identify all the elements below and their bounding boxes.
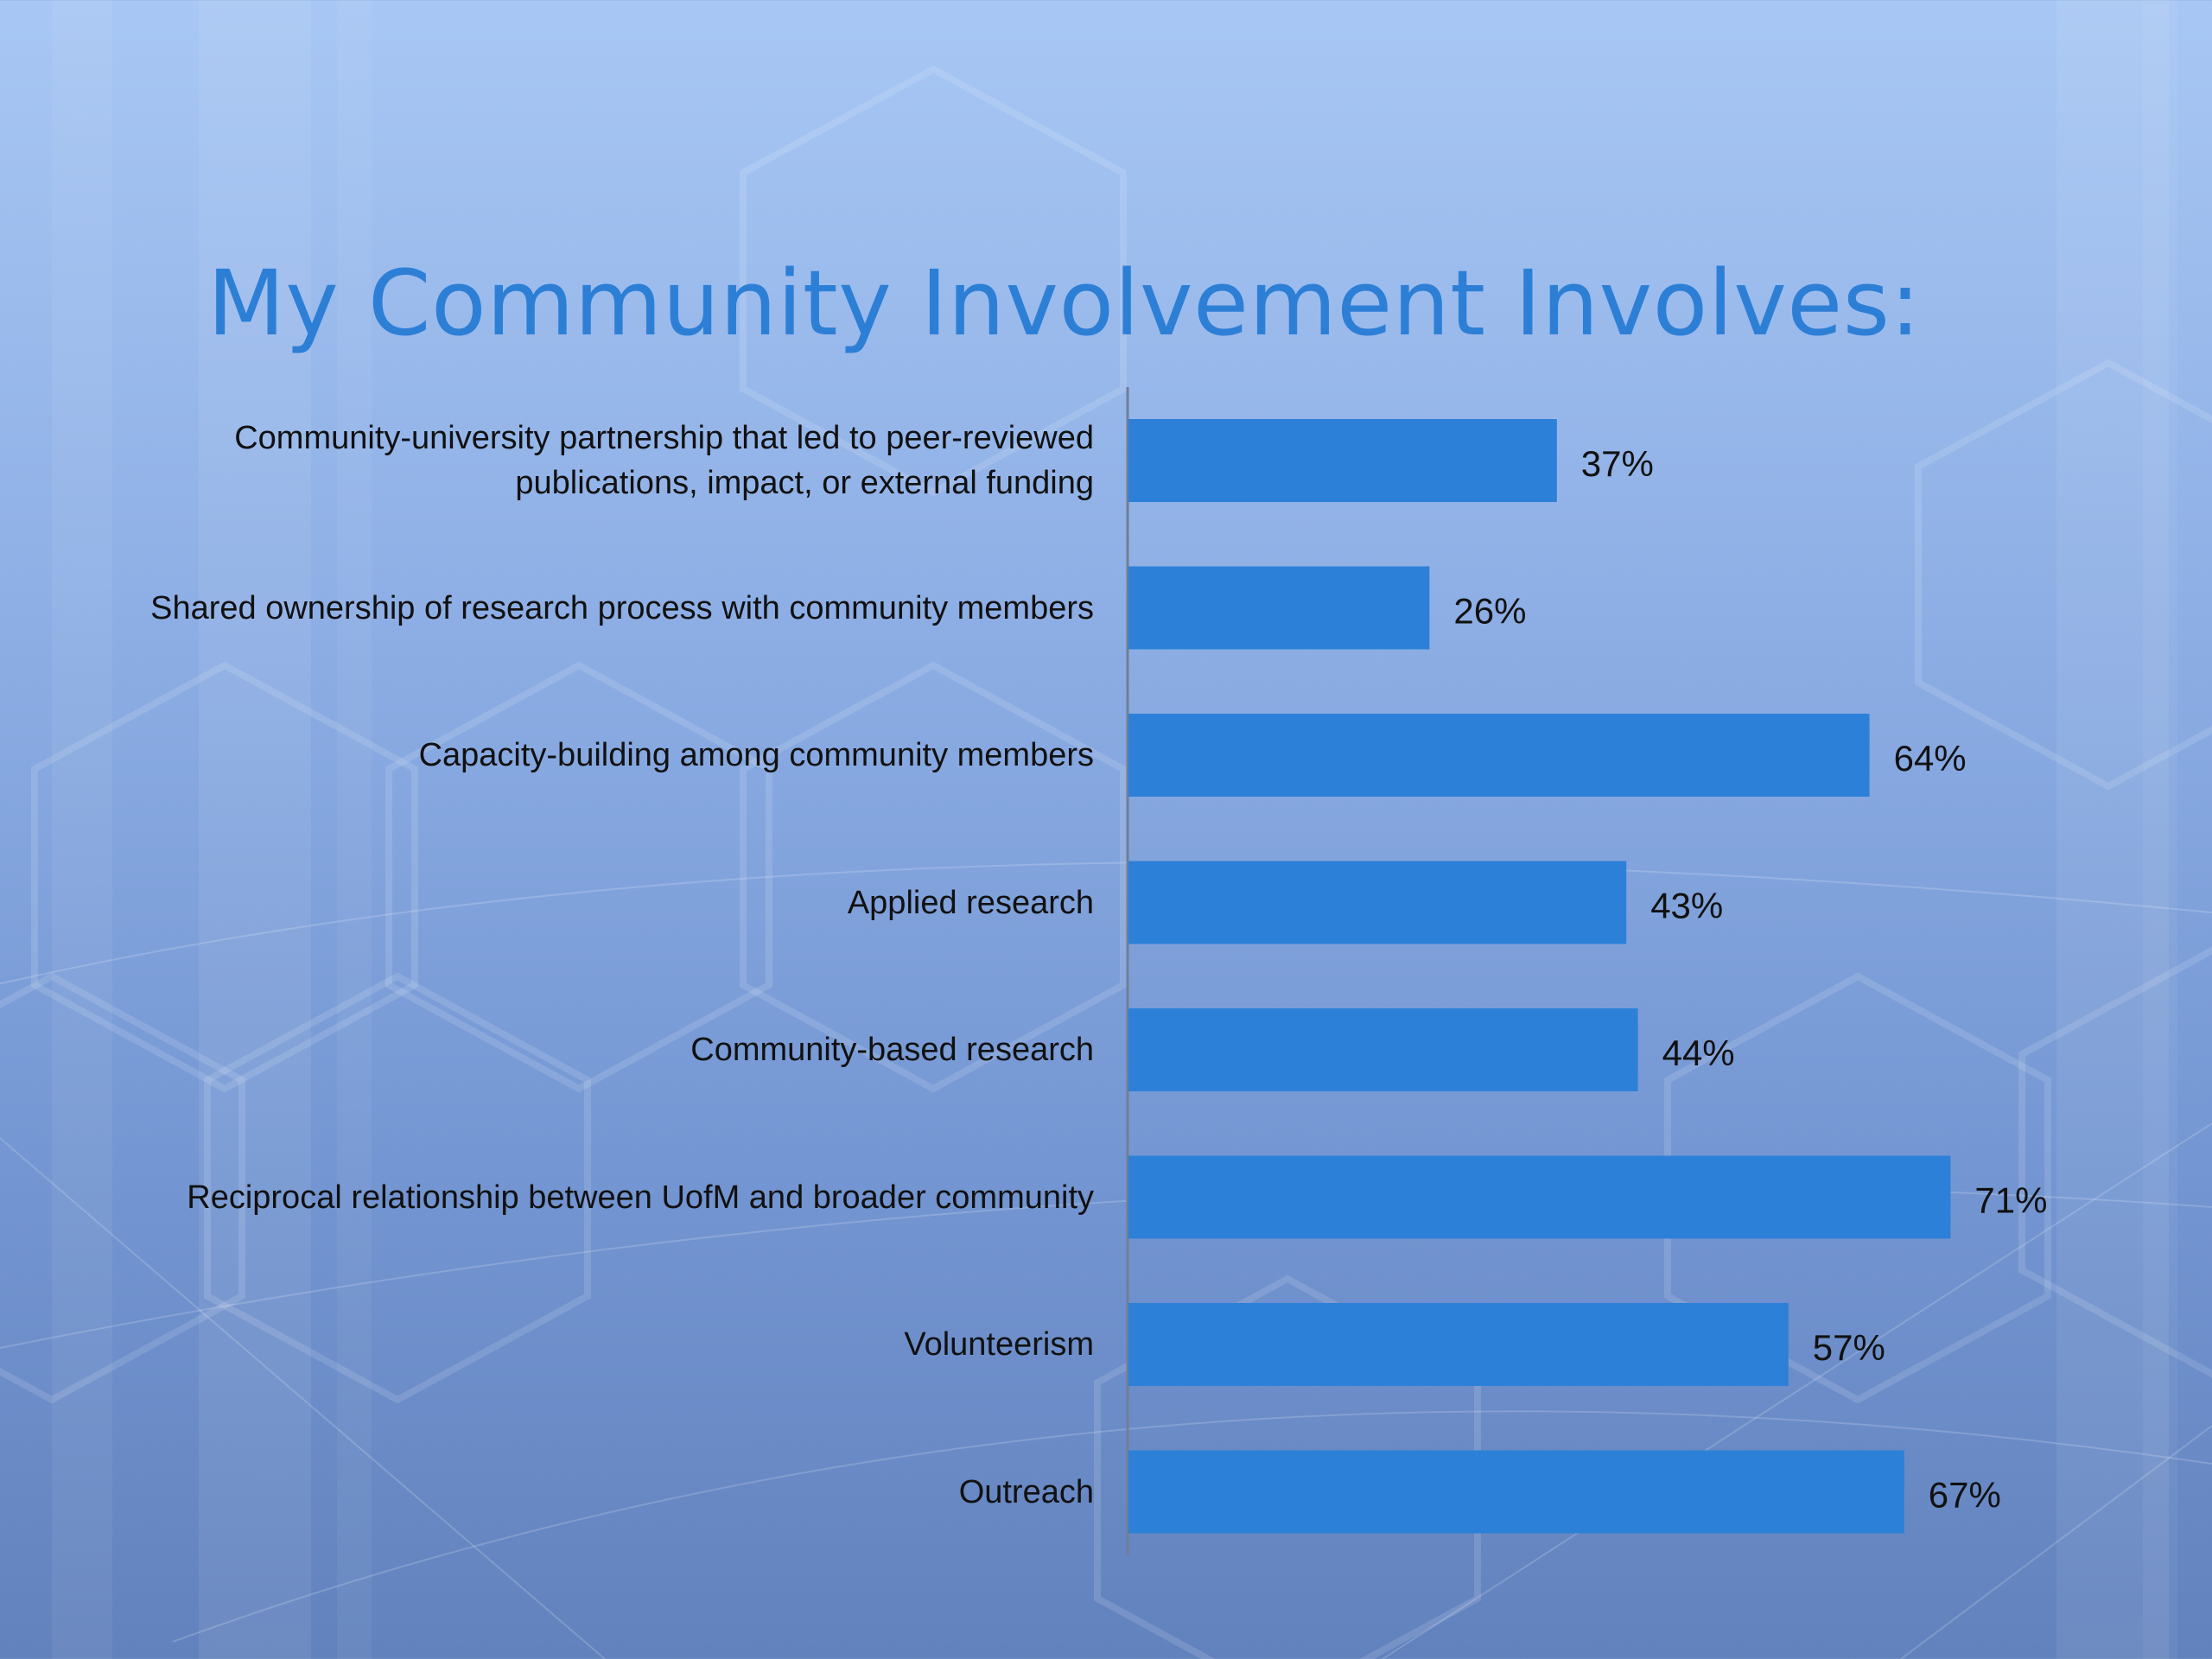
category-label: Shared ownership of research process wit… (150, 589, 1094, 626)
bar (1128, 1450, 1904, 1534)
bar (1128, 861, 1627, 944)
data-label: 26% (1453, 591, 1526, 632)
bar (1128, 1008, 1638, 1091)
slide-title: My Community Involvement Involves: (207, 251, 1921, 356)
data-label: 57% (1813, 1327, 1885, 1368)
bar (1128, 1303, 1789, 1386)
data-label: 44% (1662, 1033, 1735, 1073)
category-label: Outreach (958, 1473, 1094, 1510)
bar (1128, 1155, 1951, 1239)
category-label: Volunteerism (904, 1326, 1094, 1363)
data-label: 64% (1894, 738, 1967, 779)
data-label: 43% (1650, 886, 1723, 926)
bar (1128, 714, 1870, 797)
data-label: 67% (1929, 1475, 2001, 1516)
category-label: Community-university partnership that le… (234, 420, 1094, 501)
category-label: Community-based research (690, 1032, 1094, 1068)
data-label: 37% (1581, 443, 1654, 484)
category-label: Reciprocal relationship between UofM and… (187, 1179, 1094, 1216)
data-label: 71% (1974, 1180, 2047, 1221)
category-label: Capacity-building among community member… (418, 737, 1094, 773)
category-label: Applied research (847, 884, 1094, 921)
bar (1128, 566, 1430, 650)
bar (1128, 419, 1557, 502)
